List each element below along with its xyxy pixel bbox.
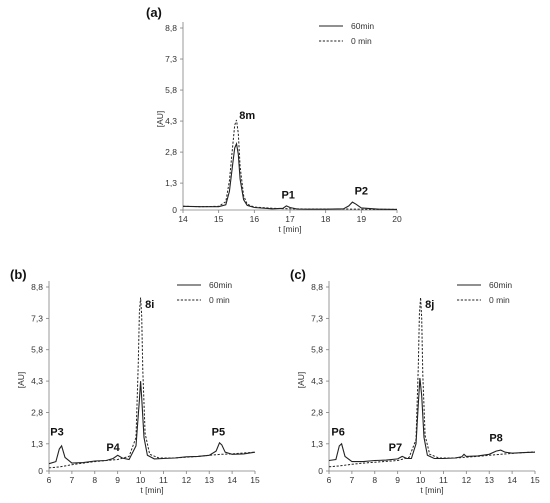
x-tick-label: 7 <box>350 475 355 485</box>
x-tick-label: 17 <box>285 214 295 224</box>
peak-label: P2 <box>355 185 368 197</box>
y-tick-label: 8,8 <box>311 282 323 292</box>
y-tick-label: 7,3 <box>31 313 43 323</box>
legend-entry: 60min <box>209 280 232 290</box>
y-tick-label: 8,8 <box>165 23 177 33</box>
x-tick-label: 14 <box>178 214 188 224</box>
legend-entry: 0 min <box>489 295 510 305</box>
y-axis-title: [AU] <box>296 372 306 389</box>
y-tick-label: 1,3 <box>311 439 323 449</box>
y-tick-label: 0 <box>172 205 177 215</box>
panel-c: (c) 0 1,3 2,8 4,3 5,8 7,3 8,8 6 7 8 9 10 11 12 13 14 15 t … <box>290 267 540 495</box>
y-tick-label: 1,3 <box>165 178 177 188</box>
x-tick-label: 14 <box>227 475 237 485</box>
peak-label: P4 <box>106 442 120 454</box>
panel-a: (a) 0 1,3 2,8 4,3 5,8 7,3 8,8 14 15 16 17 18 19 20 t [m… <box>146 5 402 234</box>
x-tick-label: 11 <box>159 475 168 485</box>
panel-label: (b) <box>10 267 27 282</box>
x-tick-label: 10 <box>416 475 426 485</box>
x-axis-title: t [min] <box>140 485 163 495</box>
y-tick-label: 5,8 <box>311 345 323 355</box>
y-tick-label: 4,3 <box>31 376 43 386</box>
legend-entry: 0 min <box>351 36 372 46</box>
peak-label: 8m <box>239 110 255 122</box>
x-tick-label: 10 <box>136 475 146 485</box>
y-tick-label: 7,3 <box>311 313 323 323</box>
y-tick-label: 2,8 <box>31 407 43 417</box>
x-tick-label: 9 <box>115 475 120 485</box>
x-tick-label: 13 <box>484 475 494 485</box>
peak-label: P7 <box>389 442 402 454</box>
x-tick-label: 15 <box>250 475 260 485</box>
x-tick-label: 9 <box>395 475 400 485</box>
x-tick-label: 16 <box>250 214 260 224</box>
peak-label: P3 <box>50 426 63 438</box>
x-tick-label: 8 <box>92 475 97 485</box>
series-line-solid <box>328 377 536 463</box>
x-tick-label: 6 <box>327 475 332 485</box>
y-tick-label: 0 <box>318 466 323 476</box>
series-line-dashed <box>182 119 397 210</box>
series-line-dashed <box>48 297 256 469</box>
y-axis-title: [AU] <box>155 111 165 128</box>
x-tick-label: 11 <box>439 475 448 485</box>
y-tick-label: 2,8 <box>165 147 177 157</box>
series-line-solid <box>48 381 256 465</box>
y-tick-label: 5,8 <box>165 85 177 95</box>
peak-label: P6 <box>331 426 344 438</box>
panel-b: (b) 0 1,3 2,8 4,3 5,8 7,3 8,8 6 7 8 9 10 11 12 13 14 15 t … <box>10 267 260 495</box>
x-tick-label: 15 <box>530 475 540 485</box>
y-tick-label: 4,3 <box>165 116 177 126</box>
x-tick-label: 19 <box>357 214 367 224</box>
peak-label: 8i <box>145 299 154 311</box>
x-axis-title: t [min] <box>420 485 443 495</box>
y-axis-title: [AU] <box>16 372 26 389</box>
x-tick-label: 12 <box>182 475 192 485</box>
y-tick-label: 1,3 <box>31 439 43 449</box>
panel-label: (a) <box>146 5 162 20</box>
x-tick-label: 14 <box>507 475 517 485</box>
y-tick-label: 2,8 <box>311 407 323 417</box>
y-tick-label: 0 <box>38 466 43 476</box>
x-tick-label: 13 <box>204 475 214 485</box>
x-tick-label: 20 <box>392 214 402 224</box>
series-line-dashed <box>328 297 536 468</box>
legend-entry: 0 min <box>209 295 230 305</box>
panel-label: (c) <box>290 267 306 282</box>
x-tick-label: 18 <box>321 214 331 224</box>
y-tick-label: 5,8 <box>31 345 43 355</box>
x-tick-label: 8 <box>372 475 377 485</box>
x-tick-label: 12 <box>462 475 472 485</box>
peak-label: P1 <box>281 190 294 202</box>
x-tick-label: 15 <box>214 214 224 224</box>
x-axis-title: t [min] <box>278 224 301 234</box>
legend-entry: 60min <box>351 21 374 31</box>
y-tick-label: 4,3 <box>311 376 323 386</box>
x-tick-label: 7 <box>70 475 75 485</box>
y-tick-label: 8,8 <box>31 282 43 292</box>
peak-label: P8 <box>489 433 502 445</box>
y-tick-label: 7,3 <box>165 54 177 64</box>
peak-label: P5 <box>212 426 225 438</box>
x-tick-label: 6 <box>47 475 52 485</box>
peak-label: 8j <box>425 299 434 311</box>
legend-entry: 60min <box>489 280 512 290</box>
